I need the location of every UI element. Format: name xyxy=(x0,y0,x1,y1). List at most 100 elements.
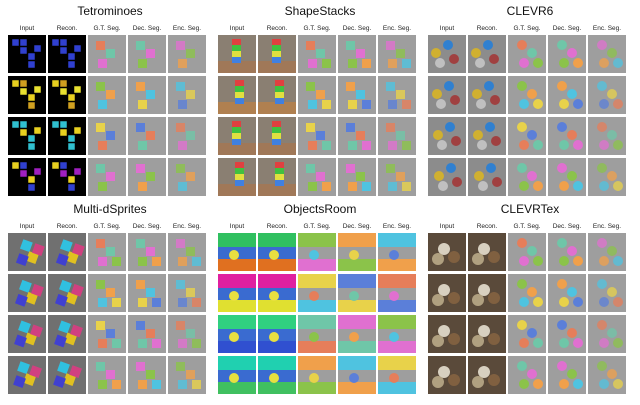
image-tile xyxy=(128,274,166,312)
image-tile xyxy=(218,233,256,271)
column-header: Recon. xyxy=(56,25,78,32)
dataset-title: ObjectsRoom xyxy=(283,202,357,216)
image-tile xyxy=(298,233,336,271)
image-tile xyxy=(588,315,626,353)
panel-tetrominoes: Tetrominoes Input Recon. G.T. Seg. Dec. Seg.… xyxy=(8,4,212,204)
image-tile xyxy=(508,158,546,196)
image-tile xyxy=(468,315,506,353)
column-header: Dec. Seg. xyxy=(132,223,162,230)
image-tile xyxy=(218,356,256,394)
dataset-title: CLEVR6 xyxy=(506,4,554,18)
image-tile xyxy=(168,356,206,394)
image-tile xyxy=(548,158,586,196)
image-tile xyxy=(508,117,546,155)
image-tile xyxy=(168,233,206,271)
image-tile xyxy=(468,274,506,312)
image-tile xyxy=(338,76,376,114)
image-tile xyxy=(298,274,336,312)
image-tile xyxy=(168,76,206,114)
image-tile xyxy=(8,356,46,394)
column-header: G.T. Seg. xyxy=(513,223,541,230)
image-tile xyxy=(508,356,546,394)
column-header: Enc. Seg. xyxy=(592,25,622,32)
panel-clevrtex: CLEVRTex Input Recon. G.T. Seg. Dec. Seg. Enc… xyxy=(428,202,632,402)
image-tile xyxy=(378,76,416,114)
image-tile xyxy=(588,158,626,196)
image-tile xyxy=(428,158,466,196)
column-header: Recon. xyxy=(56,223,78,230)
image-tile xyxy=(258,35,296,73)
dataset-title: Tetrominoes xyxy=(77,4,143,18)
image-tile xyxy=(88,76,126,114)
image-tile xyxy=(548,35,586,73)
column-header: G.T. Seg. xyxy=(513,25,541,32)
image-tile xyxy=(428,274,466,312)
image-tile xyxy=(468,35,506,73)
panel-multi-dsprites: Multi-dSprites Input Recon. G.T. Seg. Dec. S… xyxy=(8,202,212,402)
image-tile xyxy=(468,158,506,196)
column-header: G.T. Seg. xyxy=(303,25,331,32)
image-tile xyxy=(88,356,126,394)
image-tile xyxy=(258,117,296,155)
image-tile xyxy=(428,233,466,271)
image-tile xyxy=(298,158,336,196)
image-tile xyxy=(338,233,376,271)
image-tile xyxy=(548,233,586,271)
image-tile xyxy=(508,274,546,312)
image-tile xyxy=(218,274,256,312)
image-tile xyxy=(88,315,126,353)
image-tile xyxy=(88,274,126,312)
column-header: Enc. Seg. xyxy=(592,223,622,230)
image-tile xyxy=(8,158,46,196)
dataset-title: CLEVRTex xyxy=(500,202,560,216)
column-header: G.T. Seg. xyxy=(93,223,121,230)
image-tile xyxy=(8,315,46,353)
image-tile xyxy=(588,35,626,73)
image-tile xyxy=(378,35,416,73)
column-header: G.T. Seg. xyxy=(303,223,331,230)
image-tile xyxy=(378,356,416,394)
image-tile xyxy=(378,274,416,312)
image-tile xyxy=(88,35,126,73)
image-tile xyxy=(298,315,336,353)
column-header: Recon. xyxy=(476,25,498,32)
column-header: G.T. Seg. xyxy=(93,25,121,32)
image-tile xyxy=(338,315,376,353)
image-tile xyxy=(588,233,626,271)
image-tile xyxy=(128,315,166,353)
image-tile xyxy=(508,233,546,271)
image-tile xyxy=(88,158,126,196)
image-tile xyxy=(258,158,296,196)
image-tile xyxy=(428,117,466,155)
image-tile xyxy=(298,117,336,155)
column-header: Input xyxy=(439,25,455,32)
panel-clevr6: CLEVR6 Input Recon. G.T. Seg. Dec. Seg. Enc. … xyxy=(428,4,632,204)
column-header: Input xyxy=(229,25,245,32)
image-tile xyxy=(468,356,506,394)
image-tile xyxy=(428,315,466,353)
image-tile xyxy=(8,274,46,312)
column-header: Recon. xyxy=(476,223,498,230)
image-tile xyxy=(468,76,506,114)
image-tile xyxy=(48,315,86,353)
image-tile xyxy=(168,117,206,155)
image-tile xyxy=(508,35,546,73)
image-tile xyxy=(338,158,376,196)
image-tile xyxy=(588,117,626,155)
column-header: Dec. Seg. xyxy=(552,223,582,230)
image-tile xyxy=(508,76,546,114)
image-tile xyxy=(428,356,466,394)
column-header: Input xyxy=(439,223,455,230)
image-tile xyxy=(298,76,336,114)
image-tile xyxy=(168,158,206,196)
image-tile xyxy=(218,158,256,196)
image-tile xyxy=(338,117,376,155)
image-tile xyxy=(378,158,416,196)
image-tile xyxy=(338,356,376,394)
image-tile xyxy=(588,76,626,114)
panel-shapestacks: ShapeStacks Input Recon. G.T. Seg. Dec. Seg.… xyxy=(218,4,422,204)
image-tile xyxy=(338,35,376,73)
image-tile xyxy=(128,76,166,114)
image-tile xyxy=(128,233,166,271)
image-tile xyxy=(48,117,86,155)
